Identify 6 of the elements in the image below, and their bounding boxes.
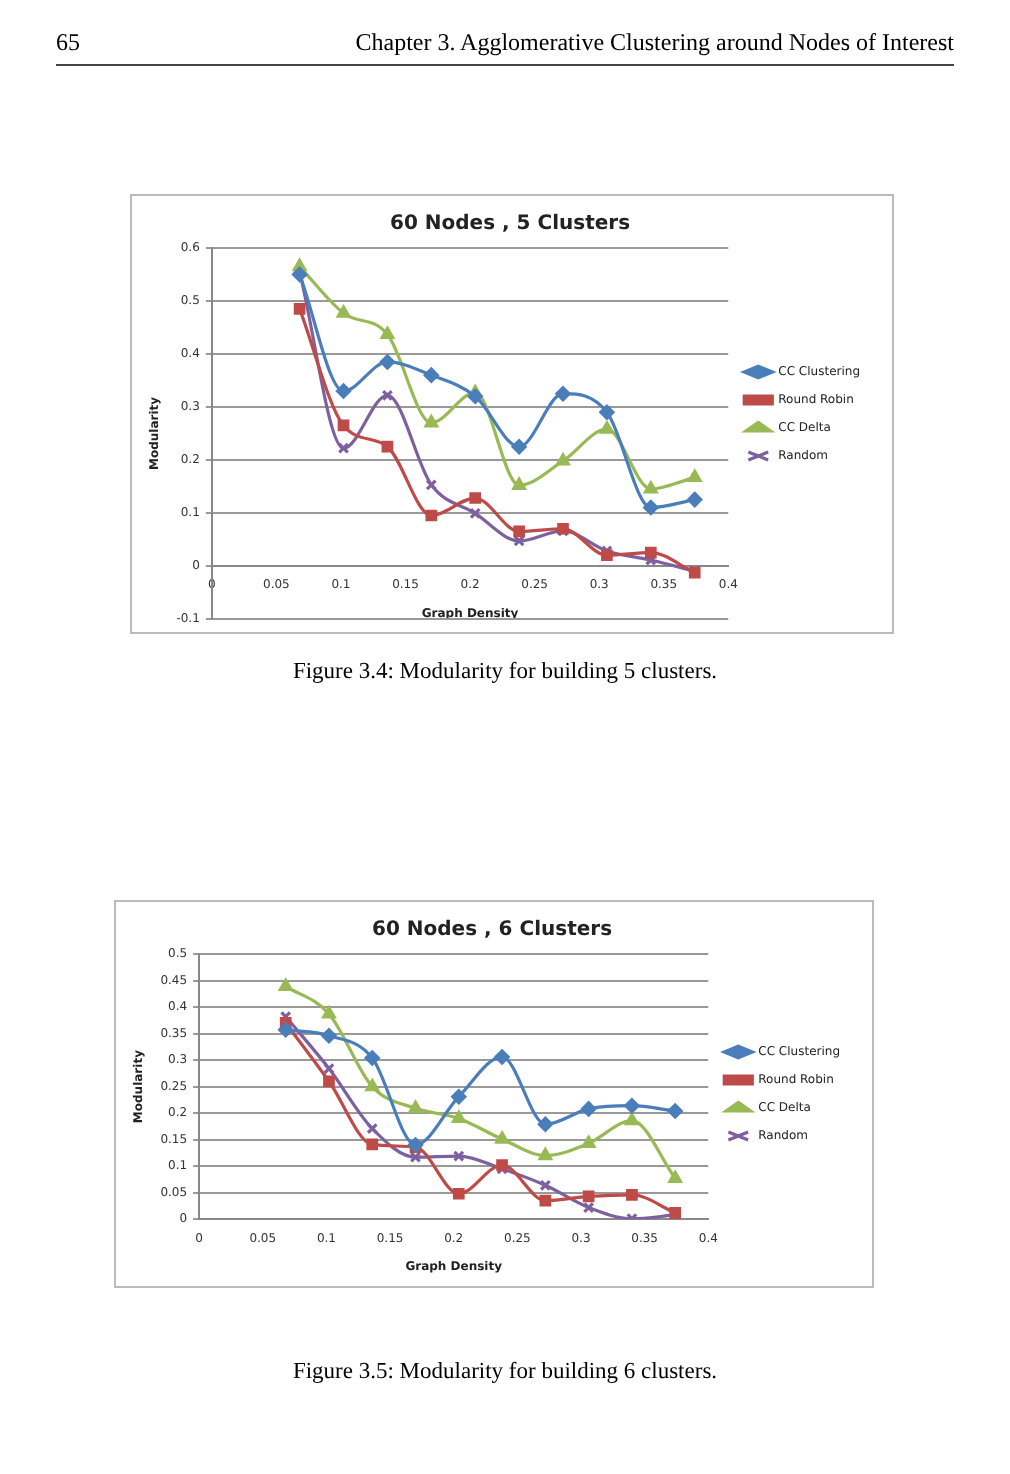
caption: Figure 3.4: Modularity for building 5 clusters. bbox=[290, 660, 720, 684]
caption: Figure 3.5: Modularity for building 6 clusters. bbox=[290, 1360, 720, 1384]
text: Chapter 3. Agglomerative Clustering around Nodes of Interest bbox=[355, 28, 954, 58]
chart-title: 60 Nodes , 5 Clusters bbox=[389, 213, 631, 236]
chart-title: 60 Nodes , 6 Clusters bbox=[371, 919, 613, 942]
text: 65 bbox=[56, 28, 80, 58]
